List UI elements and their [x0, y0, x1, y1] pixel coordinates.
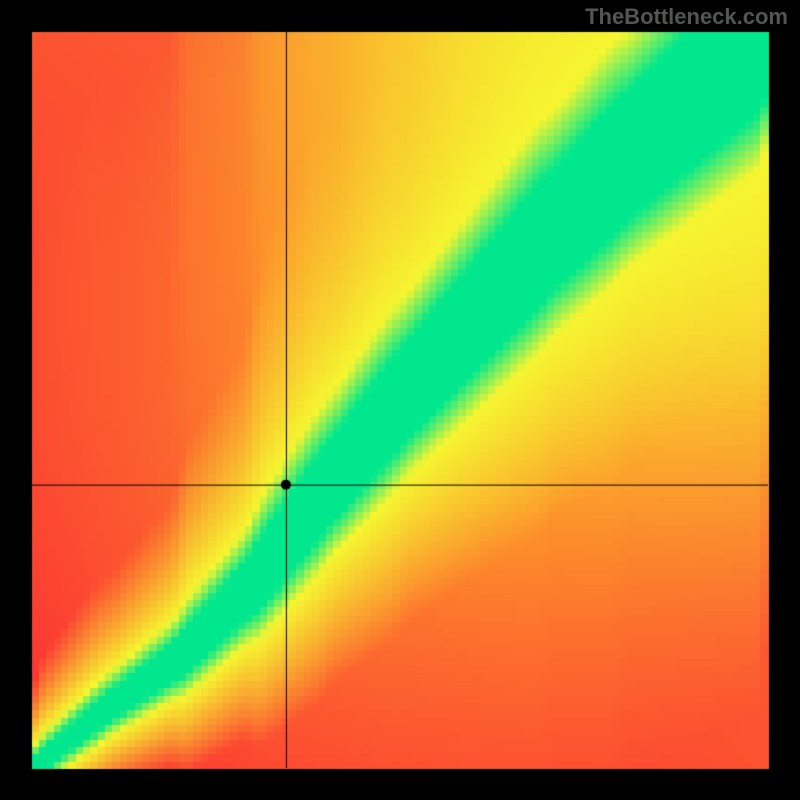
- heatmap-canvas: [0, 0, 800, 800]
- chart-container: TheBottleneck.com: [0, 0, 800, 800]
- watermark-text: TheBottleneck.com: [585, 4, 788, 30]
